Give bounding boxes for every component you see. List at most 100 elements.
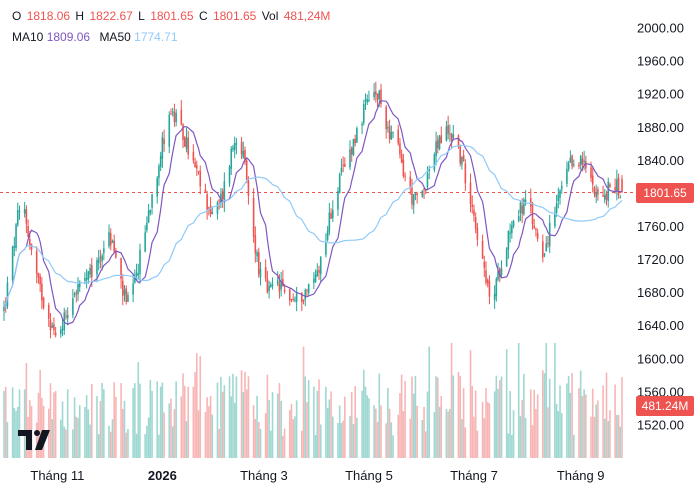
volume-bar [87, 409, 90, 458]
candle-body [242, 151, 245, 158]
tradingview-logo-icon[interactable] [18, 428, 54, 457]
candle-body [400, 154, 403, 163]
candle [617, 173, 620, 199]
candle-body [144, 232, 146, 252]
volume-bar [103, 389, 105, 458]
candle [603, 189, 606, 204]
candle-body [151, 194, 153, 208]
candle [183, 135, 186, 147]
candle [373, 83, 375, 101]
candle [280, 271, 282, 297]
candle [304, 288, 307, 307]
volume-bar [471, 385, 474, 458]
candle-body [445, 126, 448, 141]
volume-bar [199, 356, 202, 458]
candle-body [185, 137, 188, 149]
candle [163, 129, 165, 152]
volume-bar [392, 435, 394, 458]
volume-bar [16, 406, 19, 458]
candle [566, 161, 568, 187]
candle-body [3, 306, 5, 311]
candle [175, 108, 177, 127]
candle-body [450, 134, 453, 141]
candle-body [121, 280, 124, 296]
volume-bar [197, 410, 200, 458]
candle-body [235, 142, 238, 145]
candle-body [555, 203, 558, 213]
time-axis[interactable]: Tháng 11 2026 Tháng 3 Tháng 5 Tháng 7 Tháng 9 [30, 468, 604, 483]
candle-body [559, 190, 561, 198]
candle-body [380, 89, 382, 104]
candle [557, 187, 560, 209]
candle [318, 265, 320, 280]
candle-body [266, 279, 269, 293]
candle-body [302, 299, 305, 302]
candle [519, 200, 522, 222]
volume-bar [147, 417, 150, 458]
candle-body [474, 217, 477, 229]
candle-body [111, 241, 114, 243]
candle [531, 201, 534, 230]
candle [216, 200, 219, 220]
candle [206, 191, 208, 220]
candle [47, 302, 50, 327]
volume-bar [493, 391, 496, 458]
candle [597, 186, 599, 201]
candle-body [554, 214, 556, 227]
volume-bar [511, 434, 513, 458]
candle-body [412, 194, 415, 206]
candle-body [301, 292, 303, 303]
candle-body [569, 157, 572, 163]
volume-bar [572, 434, 575, 458]
candle-body [591, 175, 594, 185]
candle [228, 164, 231, 187]
candle-body [535, 228, 537, 231]
volume-bar [294, 416, 296, 458]
candle-body [605, 193, 608, 200]
candle [266, 270, 269, 294]
candle [194, 157, 196, 168]
candle-body [595, 192, 597, 198]
candle [438, 134, 441, 151]
candle-body [6, 282, 9, 307]
volume-bar [512, 410, 515, 458]
price-axis[interactable]: 2000.001960.001920.001880.001840.001800.… [637, 21, 684, 433]
candle [25, 205, 28, 233]
volume-bar [228, 376, 231, 458]
candle-body [493, 293, 496, 300]
candle-body [223, 181, 226, 203]
volume-bar [256, 395, 258, 458]
volume-bar [170, 398, 172, 458]
volume-bar [459, 375, 461, 458]
candle-body [197, 170, 200, 172]
candle-body [252, 197, 255, 237]
candle [555, 195, 558, 217]
volume-bar [108, 425, 110, 458]
candle-body [378, 90, 381, 99]
volume-bar [542, 370, 544, 458]
candle-body [304, 289, 307, 300]
volume-bar [232, 373, 234, 458]
candle [77, 277, 79, 301]
candle [375, 81, 377, 103]
candle-body [542, 241, 544, 258]
candle [412, 194, 415, 214]
candle-body [387, 127, 389, 129]
volume-bar [433, 412, 436, 458]
volume-bar [531, 425, 534, 458]
candle [331, 200, 334, 223]
candle-body [211, 212, 214, 215]
candle-body [49, 320, 52, 331]
volume-bar [183, 385, 186, 458]
candle [486, 278, 489, 288]
ma10-line [3, 100, 623, 325]
candle [474, 212, 477, 234]
volume-bar [271, 392, 274, 458]
candle-body [566, 169, 568, 184]
candle-body [218, 200, 220, 202]
candle-body [437, 139, 439, 149]
candle-body [614, 187, 616, 191]
candle-body [37, 272, 40, 278]
